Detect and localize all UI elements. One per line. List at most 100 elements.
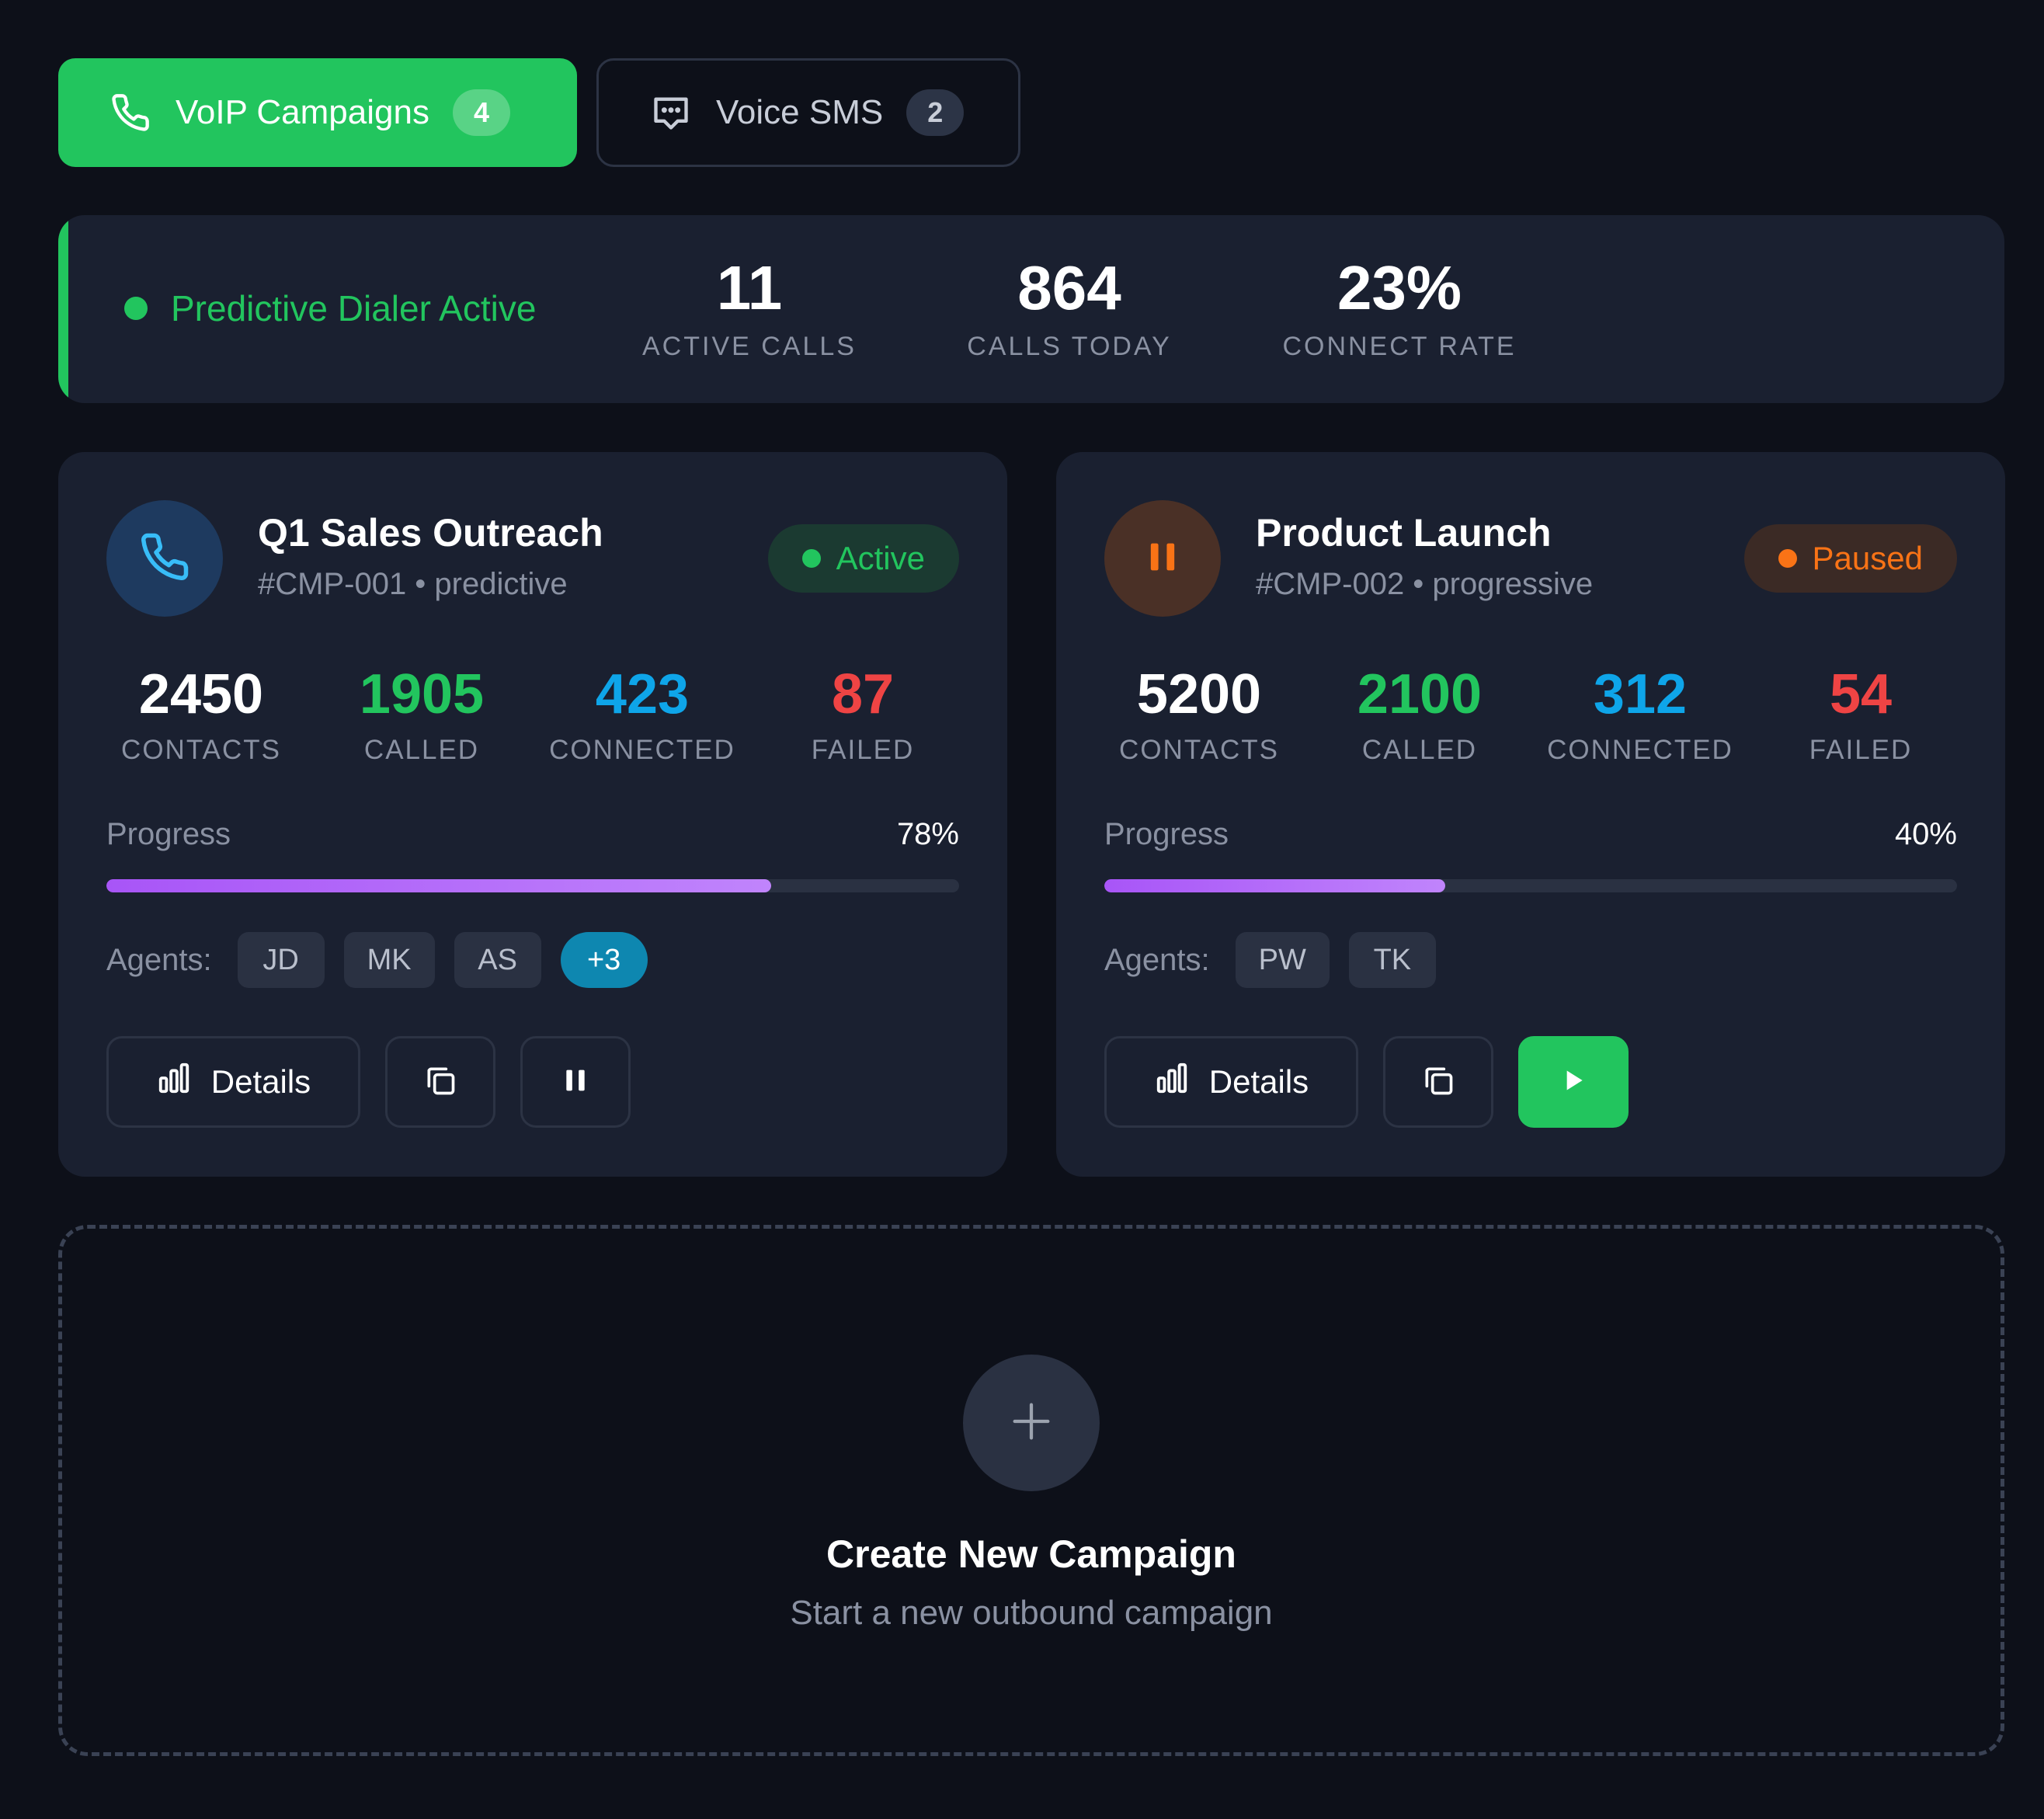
stat-value: 2100 — [1357, 663, 1483, 725]
copy-icon — [1421, 1063, 1455, 1101]
details-button[interactable]: Details — [106, 1036, 360, 1128]
status-badge-label: Active — [836, 540, 925, 576]
stat-failed: 54 FAILED — [1809, 663, 1913, 766]
agent-chip[interactable]: JD — [237, 932, 325, 988]
duplicate-button[interactable] — [1383, 1036, 1493, 1128]
plus-icon — [1006, 1396, 1056, 1450]
pause-icon — [1142, 537, 1183, 581]
progress-fill — [1104, 879, 1446, 892]
duplicate-button[interactable] — [385, 1036, 495, 1128]
stat-label: CALLED — [1361, 735, 1478, 766]
status-badge: Paused — [1743, 524, 1957, 593]
progress-bar — [1104, 879, 1957, 892]
campaign-actions: Details — [1104, 1036, 1629, 1128]
campaign-tabs: VoIP Campaigns 4 Voice SMS 2 — [58, 58, 1020, 167]
campaign-stats: 5200 CONTACTS 2100 CALLED 312 CONNECTED … — [1104, 663, 1957, 773]
agent-chip[interactable]: MK — [343, 932, 435, 988]
dialer-status-banner: Predictive Dialer Active 11 ACTIVE CALLS… — [58, 215, 2004, 403]
agents-label: Agents: — [1104, 942, 1210, 977]
stat-failed: 87 FAILED — [811, 663, 915, 766]
progress-label: Progress — [106, 817, 231, 851]
banner-stat-connect-rate: 23% CONNECT RATE — [1282, 254, 1516, 362]
stat-value: 5200 — [1136, 663, 1262, 725]
campaign-avatar — [106, 500, 223, 617]
banner-stat-active-calls: 11 ACTIVE CALLS — [642, 254, 857, 362]
stat-value: 312 — [1593, 663, 1688, 725]
create-campaign-title: Create New Campaign — [826, 1532, 1236, 1576]
dialer-status: Predictive Dialer Active — [124, 287, 536, 329]
play-icon — [1558, 1065, 1589, 1100]
bar-chart-icon — [156, 1060, 192, 1104]
campaign-subtitle: #CMP-002 • progressive — [1256, 567, 1594, 601]
message-icon — [649, 91, 693, 134]
banner-stat-label: CONNECT RATE — [1282, 332, 1517, 361]
tab-voice-sms[interactable]: Voice SMS 2 — [596, 58, 1020, 167]
agent-chip[interactable]: TK — [1348, 932, 1436, 988]
campaign-card-q1-sales: Q1 Sales Outreach #CMP-001 • predictive … — [58, 452, 1007, 1177]
progress-fill — [106, 879, 772, 892]
banner-stat-value: 11 — [716, 253, 783, 322]
campaign-title: Q1 Sales Outreach — [258, 511, 603, 555]
stat-value: 423 — [595, 663, 690, 725]
campaign-avatar — [1104, 500, 1221, 617]
tab-sms-label: Voice SMS — [716, 93, 884, 131]
agent-chip[interactable]: AS — [454, 932, 541, 988]
stat-label: CONNECTED — [549, 735, 735, 766]
bar-chart-icon — [1154, 1060, 1190, 1104]
campaign-subtitle: #CMP-001 • predictive — [258, 567, 568, 601]
stat-label: CONTACTS — [1119, 735, 1279, 766]
banner-stat-calls-today: 864 CALLS TODAY — [967, 254, 1172, 362]
add-campaign-button[interactable] — [963, 1355, 1100, 1491]
stat-value: 87 — [831, 663, 895, 725]
stat-label: FAILED — [1809, 735, 1913, 766]
stat-label: CONNECTED — [1547, 735, 1733, 766]
campaign-card-product-launch: Product Launch #CMP-002 • progressive Pa… — [1056, 452, 2005, 1177]
banner-stat-value: 23% — [1337, 253, 1462, 322]
details-button[interactable]: Details — [1104, 1036, 1358, 1128]
banner-stat-label: CALLS TODAY — [967, 332, 1172, 361]
tab-voip-campaigns[interactable]: VoIP Campaigns 4 — [58, 58, 577, 167]
campaign-title: Product Launch — [1256, 511, 1552, 555]
banner-stat-label: ACTIVE CALLS — [642, 332, 857, 361]
campaign-actions: Details — [106, 1036, 631, 1128]
agents-row: Agents: PW TK — [1104, 932, 1436, 988]
stat-label: CALLED — [363, 735, 480, 766]
details-label: Details — [210, 1063, 311, 1100]
pause-icon — [560, 1065, 591, 1100]
pause-button[interactable] — [520, 1036, 631, 1128]
stat-called: 1905 CALLED — [359, 663, 485, 766]
status-dot — [1778, 549, 1797, 568]
tab-voip-label: VoIP Campaigns — [176, 93, 429, 131]
more-agents-chip[interactable]: +3 — [560, 932, 648, 988]
dialer-status-text: Predictive Dialer Active — [171, 288, 537, 329]
progress-value: 78% — [896, 817, 959, 851]
stat-value: 54 — [1829, 663, 1893, 725]
resume-button[interactable] — [1518, 1036, 1629, 1128]
status-dot — [801, 549, 821, 568]
create-campaign-subtitle: Start a new outbound campaign — [790, 1594, 1273, 1632]
stat-called: 2100 CALLED — [1357, 663, 1483, 766]
banner-stat-value: 864 — [1017, 253, 1121, 322]
phone-icon — [109, 91, 152, 134]
campaign-stats: 2450 CONTACTS 1905 CALLED 423 CONNECTED … — [106, 663, 959, 773]
phone-icon — [139, 531, 190, 586]
progress-value: 40% — [1894, 817, 1957, 851]
create-campaign-card[interactable]: Create New Campaign Start a new outbound… — [58, 1225, 2004, 1756]
status-dot — [124, 297, 148, 320]
progress-bar — [106, 879, 959, 892]
tab-sms-count: 2 — [906, 89, 965, 136]
stat-contacts: 5200 CONTACTS — [1119, 663, 1279, 766]
details-label: Details — [1208, 1063, 1309, 1100]
stat-value: 2450 — [138, 663, 264, 725]
agents-label: Agents: — [106, 942, 212, 977]
stat-connected: 423 CONNECTED — [549, 663, 735, 766]
stat-label: FAILED — [811, 735, 915, 766]
stat-value: 1905 — [359, 663, 485, 725]
progress-label: Progress — [1104, 817, 1229, 851]
agent-chip[interactable]: PW — [1235, 932, 1330, 988]
stat-label: CONTACTS — [121, 735, 281, 766]
copy-icon — [423, 1063, 457, 1101]
stat-connected: 312 CONNECTED — [1547, 663, 1733, 766]
stat-contacts: 2450 CONTACTS — [121, 663, 281, 766]
tab-voip-count: 4 — [452, 89, 510, 136]
